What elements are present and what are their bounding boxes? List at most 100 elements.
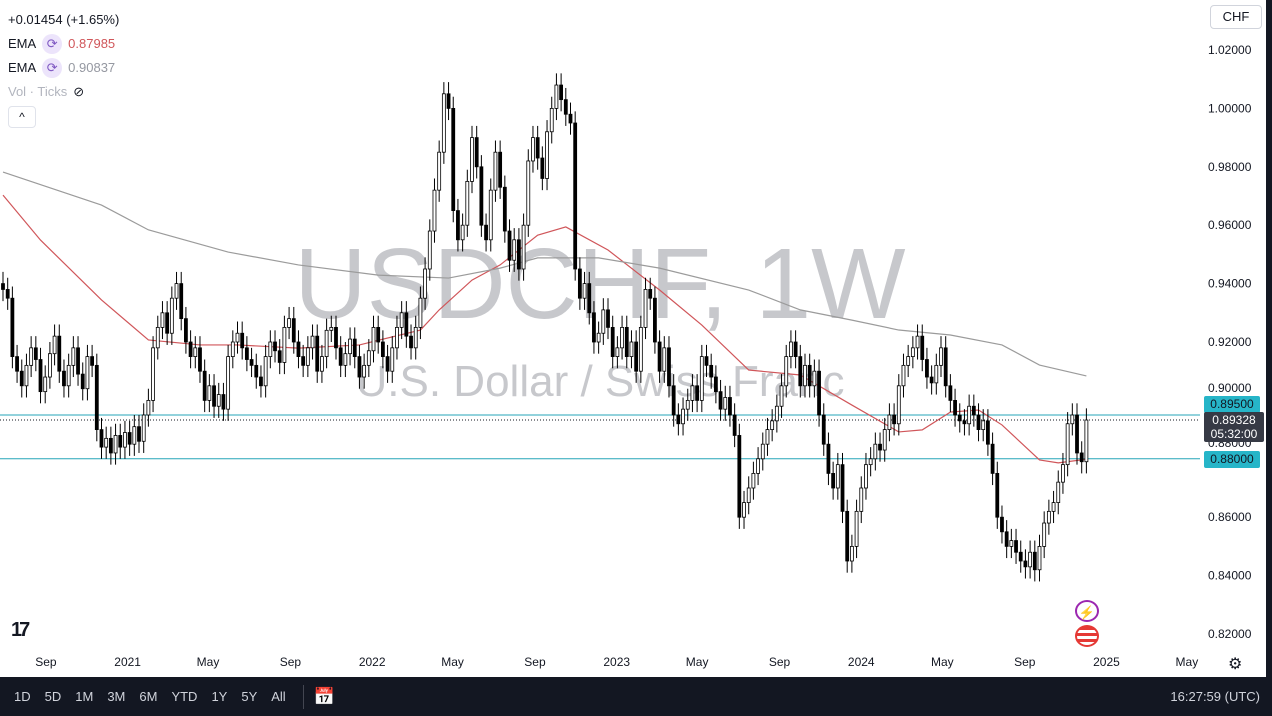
candle-body: [474, 137, 479, 168]
candle-body: [104, 437, 109, 448]
candle: [451, 96, 456, 223]
candle-body: [146, 399, 151, 416]
calendar-goto-icon[interactable]: 📅: [313, 686, 335, 706]
candle: [432, 178, 437, 243]
candle: [601, 298, 606, 345]
candle: [770, 409, 775, 442]
price-chart[interactable]: USDCHF, 1W U.S. Dollar / Swiss Franc 1.0…: [0, 0, 1272, 677]
candle: [760, 432, 765, 471]
candle-body: [929, 376, 934, 384]
refresh-icon[interactable]: ⟳: [42, 34, 63, 54]
candle-body: [160, 312, 165, 328]
candle-body: [671, 385, 676, 416]
candle-body: [948, 385, 953, 401]
candle-body: [404, 312, 409, 337]
candle: [441, 82, 446, 164]
currency-button[interactable]: CHF: [1210, 5, 1262, 29]
candle-body: [1046, 510, 1051, 524]
candle: [193, 336, 198, 369]
candle: [1061, 452, 1065, 494]
x-tick-label: May: [441, 655, 464, 669]
gear-icon[interactable]: ⚙: [1228, 656, 1243, 673]
candle-body: [887, 414, 892, 431]
range-button-5y[interactable]: 5Y: [241, 689, 258, 704]
candle: [934, 353, 939, 395]
candle-body: [892, 414, 896, 425]
candle-body: [812, 370, 817, 387]
candle: [334, 315, 338, 360]
x-tick-label: 2024: [848, 655, 875, 669]
candle-body: [531, 137, 535, 162]
candle-body: [57, 335, 62, 372]
candle-body: [320, 356, 324, 372]
candle: [648, 277, 653, 310]
candle-body: [901, 364, 906, 387]
range-button-5d[interactable]: 5D: [44, 689, 62, 704]
candle: [352, 327, 357, 369]
candle-body: [465, 180, 470, 226]
candle: [957, 403, 962, 433]
candle-body: [310, 335, 315, 349]
candle-body: [882, 429, 887, 451]
candle-body: [226, 356, 231, 410]
candle: [57, 324, 62, 383]
x-tick-label: Sep: [35, 655, 57, 669]
range-button-all[interactable]: All: [271, 689, 286, 704]
clock[interactable]: 16:27:59 (UTC): [1170, 689, 1260, 704]
candle-body: [441, 93, 446, 153]
candle: [943, 336, 948, 398]
candle: [1056, 470, 1061, 515]
candle: [132, 415, 137, 456]
candle: [277, 339, 282, 375]
candle: [446, 82, 451, 121]
candle: [774, 394, 779, 433]
range-button-1d[interactable]: 1D: [14, 689, 31, 704]
collapse-legend-button[interactable]: ^: [8, 106, 36, 128]
lightning-icon[interactable]: ⚡: [1075, 600, 1099, 622]
candle-body: [437, 151, 442, 191]
candle: [620, 315, 624, 360]
range-button-1m[interactable]: 1M: [75, 689, 94, 704]
ema-fast-value: 0.87985: [68, 36, 116, 51]
candle: [986, 409, 990, 456]
candle: [568, 102, 573, 135]
candle-body: [803, 364, 807, 387]
candle: [723, 385, 728, 421]
candle-body: [774, 405, 779, 422]
refresh-icon[interactable]: ⟳: [42, 58, 63, 78]
candle: [404, 301, 409, 348]
candle: [155, 315, 160, 360]
candle: [896, 374, 901, 436]
candle-body: [845, 510, 850, 562]
candle-body: [296, 341, 301, 358]
range-button-1y[interactable]: 1Y: [211, 689, 228, 704]
us-flag-icon[interactable]: [1075, 625, 1099, 647]
candle-body: [268, 341, 273, 358]
candle: [15, 344, 19, 383]
candle: [737, 423, 742, 529]
candle-body: [184, 318, 188, 343]
candle: [643, 277, 648, 340]
candle: [376, 315, 381, 354]
candle-body: [953, 399, 957, 416]
candle: [296, 330, 301, 369]
range-button-ytd[interactable]: YTD: [171, 689, 198, 704]
candle-body: [277, 350, 282, 363]
y-tick-label: 0.84000: [1208, 569, 1252, 583]
candle-body: [287, 318, 291, 328]
candle-body: [920, 335, 925, 360]
candle: [779, 374, 784, 418]
bottom-toolbar: 1D 5D 1M 3M 6M YTD 1Y 5Y All 📅 16:27:59 (UTC): [0, 677, 1272, 716]
candle-body: [249, 359, 254, 366]
candle: [240, 321, 245, 360]
range-button-3m[interactable]: 3M: [107, 689, 126, 704]
eye-off-icon[interactable]: ⊘: [73, 84, 85, 99]
tradingview-logo[interactable]: 17: [11, 619, 30, 641]
candle: [507, 219, 512, 272]
divider: [302, 684, 304, 709]
range-button-6m[interactable]: 6M: [139, 689, 158, 704]
candle: [713, 365, 718, 404]
candle: [1084, 408, 1089, 474]
candle: [10, 286, 15, 369]
candle-body: [235, 332, 240, 343]
